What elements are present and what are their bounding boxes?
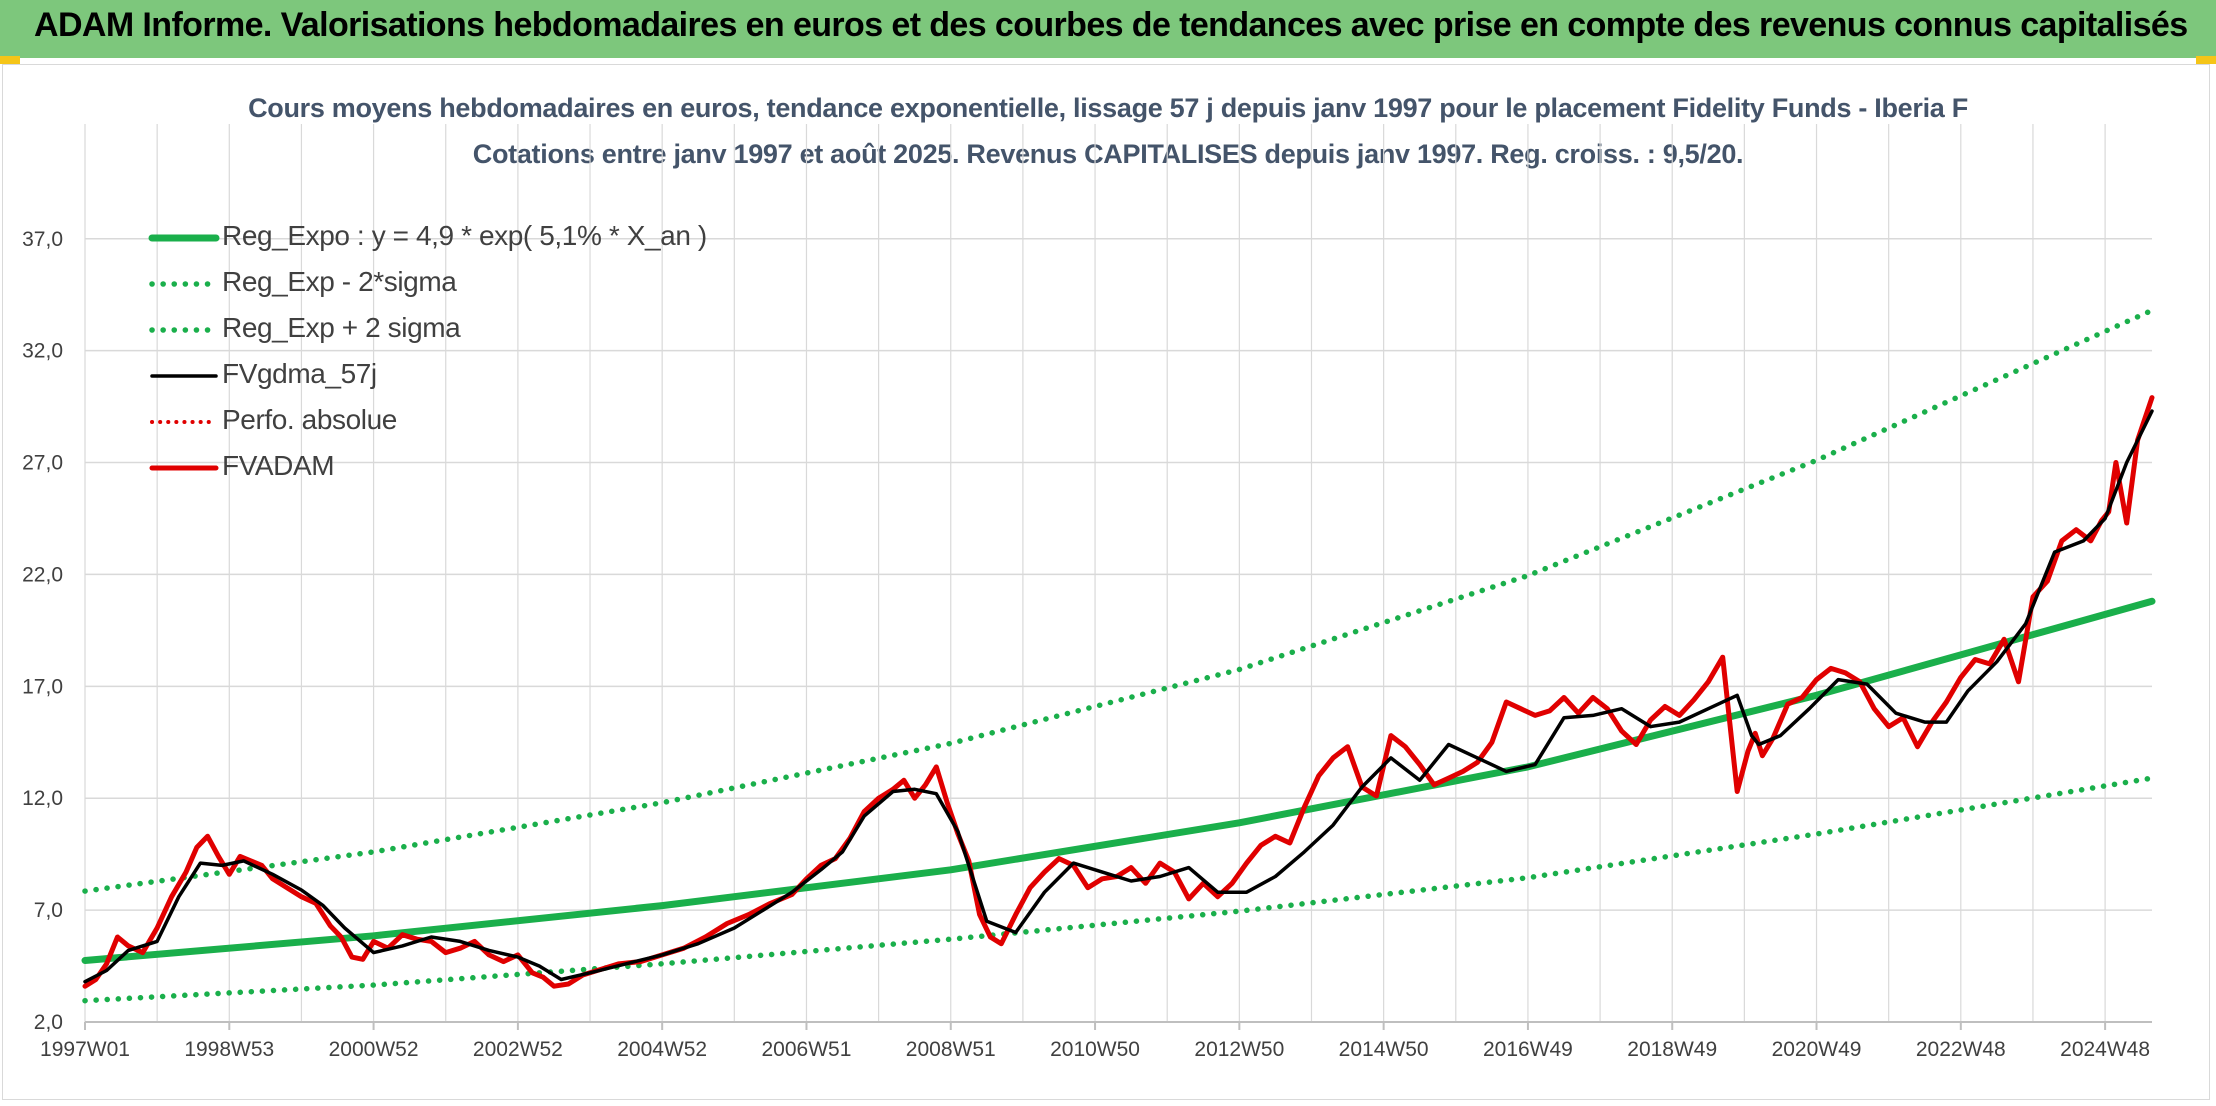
x-tick-label: 2010W50 xyxy=(1050,1038,1140,1061)
x-tick-label: 2000W52 xyxy=(329,1038,419,1061)
report-header: ADAM Informe. Valorisations hebdomadaire… xyxy=(0,0,2216,58)
corner-marker-right xyxy=(2196,56,2216,64)
legend-swatch xyxy=(150,374,218,378)
x-tick-label: 1997W01 xyxy=(40,1038,130,1061)
x-tick-label: 1998W53 xyxy=(184,1038,274,1061)
legend-item: Reg_Exp - 2*sigma xyxy=(148,264,748,310)
x-tick-label: 2018W49 xyxy=(1627,1038,1717,1061)
legend-item: FVADAM xyxy=(148,448,748,494)
y-tick-label: 37,0 xyxy=(22,228,63,251)
series-line-3 xyxy=(83,409,2154,984)
series-line-5 xyxy=(82,395,2155,989)
chart-legend: Reg_Expo : y = 4,9 * exp( 5,1% * X_an ) R… xyxy=(148,218,748,494)
legend-label: Reg_Exp + 2 sigma xyxy=(222,312,461,343)
x-tick-label: 2022W48 xyxy=(1916,1038,2006,1061)
chart-title: Cours moyens hebdomadaires en euros, ten… xyxy=(248,93,1968,123)
y-tick-label: 22,0 xyxy=(22,563,63,586)
series-line-1 xyxy=(82,775,2155,1004)
y-tick-label: 12,0 xyxy=(22,787,63,810)
x-tick-label: 2006W51 xyxy=(762,1038,852,1061)
x-tick-label: 2014W50 xyxy=(1339,1038,1429,1061)
x-tick-label: 2002W52 xyxy=(473,1038,563,1061)
x-tick-label: 2016W49 xyxy=(1483,1038,1573,1061)
legend-swatch xyxy=(149,281,219,287)
x-tick-label: 2012W50 xyxy=(1194,1038,1284,1061)
x-tick-label: 2004W52 xyxy=(617,1038,707,1061)
legend-label: Reg_Exp - 2*sigma xyxy=(222,266,457,297)
axes: 2,0 7,0 12,0 17,0 22,0 27,0 32,0 37,0 1997W01 199… xyxy=(22,228,2152,1061)
x-tick-label: 2024W48 xyxy=(2060,1038,2150,1061)
legend-swatch xyxy=(149,327,219,333)
legend-swatch xyxy=(149,465,219,471)
legend-label: FVADAM xyxy=(222,450,335,481)
legend-item: Perfo. absolue xyxy=(148,402,748,448)
y-tick-label: 17,0 xyxy=(22,675,63,698)
legend-item: FVgdma_57j xyxy=(148,356,748,402)
legend-label: Perfo. absolue xyxy=(222,404,397,435)
chart-frame xyxy=(2,64,2210,1100)
legend-label: Reg_Expo : y = 4,9 * exp( 5,1% * X_an ) xyxy=(222,220,707,251)
corner-marker-left xyxy=(0,56,20,64)
y-tick-label: 32,0 xyxy=(22,340,63,363)
y-tick-label: 2,0 xyxy=(34,1011,63,1034)
legend-item: Reg_Expo : y = 4,9 * exp( 5,1% * X_an ) xyxy=(148,218,748,264)
report-title: ADAM Informe. Valorisations hebdomadaire… xyxy=(34,6,2188,44)
series-layer xyxy=(81,307,2156,1004)
chart-subtitle: Cotations entre janv 1997 et août 2025. … xyxy=(472,139,1744,169)
legend-swatch xyxy=(150,420,218,424)
x-tick-label: 2020W49 xyxy=(1772,1038,1862,1061)
legend-label: FVgdma_57j xyxy=(222,358,377,389)
series-line-0 xyxy=(81,597,2156,964)
legend-item: Reg_Exp + 2 sigma xyxy=(148,310,748,356)
y-tick-label: 7,0 xyxy=(34,899,63,922)
x-tick-label: 2008W51 xyxy=(906,1038,996,1061)
legend-swatch xyxy=(148,234,220,242)
y-tick-label: 27,0 xyxy=(22,452,63,475)
